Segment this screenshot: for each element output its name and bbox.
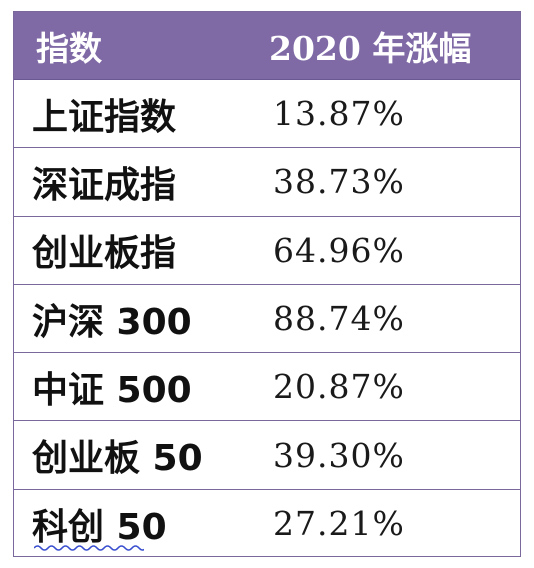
index-return: 88.74% — [273, 299, 405, 339]
index-return: 27.21% — [273, 504, 405, 544]
header-index: 指数 — [36, 28, 102, 68]
table-row: 创业板指 64.96% — [14, 217, 520, 285]
table-row: 深证成指 38.73% — [14, 148, 520, 217]
table-row: 创业板 50 39.30% — [14, 421, 520, 490]
table-row: 中证 500 20.87% — [14, 353, 520, 422]
table-row: 上证指数 13.87% — [14, 80, 520, 149]
index-name: 深证成指 — [32, 164, 177, 206]
index-name-text: 科创 50 — [32, 506, 167, 548]
table-row: 沪深 300 88.74% — [14, 285, 520, 354]
spellcheck-underline — [34, 545, 144, 551]
index-name: 沪深 300 — [32, 301, 192, 343]
index-name: 科创 50 — [14, 490, 259, 558]
index-name: 创业板 50 — [32, 438, 203, 480]
index-return: 39.30% — [273, 435, 405, 475]
index-return: 64.96% — [273, 230, 405, 270]
index-return: 13.87% — [273, 94, 405, 134]
index-name: 创业板指 — [32, 233, 177, 275]
index-return: 20.87% — [273, 367, 405, 407]
header-return: 2020 年涨幅 — [269, 28, 472, 68]
index-return: 38.73% — [273, 162, 405, 202]
table-header: 指数 2020 年涨幅 — [14, 12, 520, 80]
table-row: 科创 50 27.21% — [14, 490, 520, 558]
index-name: 中证 500 — [32, 369, 192, 411]
index-name: 上证指数 — [32, 96, 177, 138]
index-returns-table: 指数 2020 年涨幅 上证指数 13.87% 深证成指 38.73% 创业板指… — [13, 11, 521, 557]
